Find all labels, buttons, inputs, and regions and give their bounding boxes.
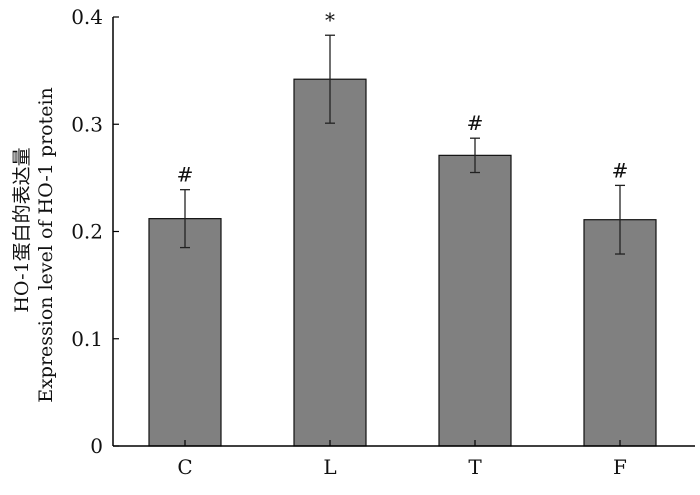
significance-markers-group: # * # # [177,8,629,186]
y-tick-label: 0.1 [71,327,103,351]
bars-group [148,78,657,447]
bar-c [148,218,222,447]
x-tick-label-t: T [468,455,482,479]
y-tick-label: 0.2 [71,220,103,244]
significance-marker-l: * [325,8,335,32]
y-axis-label-group: HO-1蛋白的表达量 Expression level of HO-1 prot… [11,87,57,403]
y-tick-label: 0.4 [71,5,103,29]
y-ticks-group: 0 0.1 0.2 0.3 0.4 [71,5,119,458]
x-tick-label-c: C [177,455,192,479]
x-tick-label-f: F [613,455,627,479]
bar-f [583,219,657,447]
y-tick-label: 0 [90,434,103,458]
bar-t [438,154,512,447]
y-tick-label: 0.3 [71,112,103,136]
bar-l [293,78,367,447]
significance-marker-c: # [177,163,194,187]
significance-marker-t: # [467,111,484,135]
significance-marker-f: # [612,158,629,182]
y-axis-label-english: Expression level of HO-1 protein [35,87,57,403]
y-axis-label-chinese: HO-1蛋白的表达量 [11,147,33,312]
error-bars-group [180,34,625,255]
x-tick-label-l: L [323,455,336,479]
